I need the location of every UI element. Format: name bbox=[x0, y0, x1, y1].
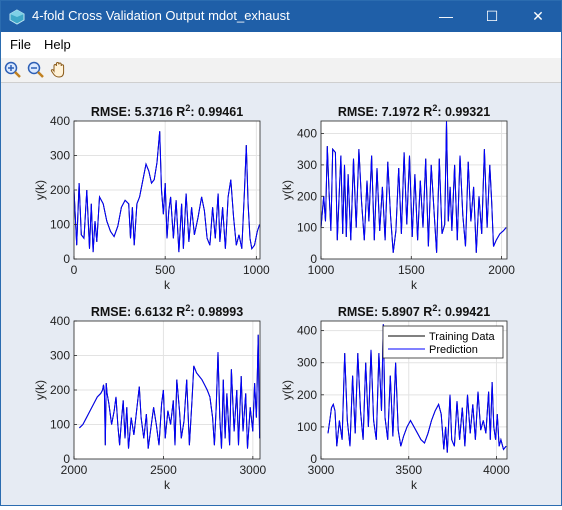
x-tick-label: 0 bbox=[71, 263, 78, 277]
x-tick-label: 3500 bbox=[395, 463, 422, 477]
y-axis-label: y(k) bbox=[280, 380, 294, 400]
x-tick-label: 2000 bbox=[488, 263, 515, 277]
y-tick-label: 100 bbox=[297, 221, 317, 235]
axes-box bbox=[320, 120, 508, 260]
x-tick-label: 1000 bbox=[243, 263, 270, 277]
y-axis-label: y(k) bbox=[33, 180, 47, 200]
x-tick-label: 1000 bbox=[308, 263, 335, 277]
legend-prediction-label: Prediction bbox=[429, 344, 478, 356]
y-tick-label: 0 bbox=[63, 252, 70, 266]
plot-title: RMSE: 7.1972 R2: 0.99321 bbox=[338, 103, 490, 119]
plot-title: RMSE: 5.8907 R2: 0.99421 bbox=[338, 303, 490, 319]
y-tick-label: 400 bbox=[50, 114, 70, 128]
figure-canvas: 0 500 1000 0 100 200 300 400 k y(k) RMSE: 5.3716 R… bbox=[1, 83, 561, 505]
menu-bar: File Help bbox=[1, 32, 561, 59]
plot-2: 1000 1500 2000 0 100 200 300 400 k y(k) RMSE: 7.19… bbox=[280, 103, 515, 292]
legend-box bbox=[382, 325, 504, 359]
y-tick-label: 400 bbox=[297, 324, 317, 338]
y-tick-label: 200 bbox=[297, 388, 317, 402]
zoom-in-icon[interactable] bbox=[3, 60, 23, 80]
x-axis-label: k bbox=[164, 478, 171, 492]
prediction-line bbox=[320, 120, 507, 253]
zoom-out-icon[interactable] bbox=[26, 60, 46, 80]
plot-1: 0 500 1000 0 100 200 300 400 k y(k) RMSE: 5.3716 R… bbox=[33, 103, 270, 292]
x-axis-label: k bbox=[411, 278, 418, 292]
y-tick-label: 400 bbox=[297, 127, 317, 141]
plot-3: 2000 2500 3000 0 100 200 300 400 k y(k) RMSE: 6.61… bbox=[33, 303, 267, 492]
plot-title: RMSE: 6.6132 R2: 0.98993 bbox=[91, 303, 243, 319]
x-tick-label: 3000 bbox=[239, 463, 266, 477]
prediction-line bbox=[327, 324, 507, 453]
y-tick-label: 200 bbox=[297, 189, 317, 203]
prediction-line bbox=[73, 131, 261, 253]
y-tick-label: 400 bbox=[50, 314, 70, 328]
y-tick-label: 100 bbox=[297, 420, 317, 434]
x-tick-label: 1500 bbox=[398, 263, 425, 277]
maximize-button[interactable]: ☐ bbox=[485, 8, 499, 24]
x-tick-label: 2500 bbox=[150, 463, 177, 477]
app-icon bbox=[9, 9, 25, 25]
menu-help[interactable]: Help bbox=[44, 37, 71, 52]
x-tick-label: 2000 bbox=[61, 463, 88, 477]
close-button[interactable]: ✕ bbox=[532, 8, 544, 24]
plot-title: RMSE: 5.3716 R2: 0.99461 bbox=[91, 103, 243, 119]
y-tick-label: 0 bbox=[310, 252, 317, 266]
minimize-button[interactable]: — bbox=[439, 8, 453, 24]
y-tick-label: 300 bbox=[50, 149, 70, 163]
y-tick-label: 200 bbox=[50, 183, 70, 197]
x-axis-label: k bbox=[164, 278, 171, 292]
plot-4: 3000 3500 4000 0 100 200 300 400 k y(k) RMSE: 5.89… bbox=[280, 303, 510, 492]
y-axis-label: y(k) bbox=[280, 180, 294, 200]
y-tick-label: 0 bbox=[310, 452, 317, 466]
y-axis-label: y(k) bbox=[33, 380, 47, 400]
y-tick-label: 300 bbox=[50, 349, 70, 363]
y-tick-label: 300 bbox=[297, 356, 317, 370]
window-title: 4-fold Cross Validation Output mdot_exha… bbox=[32, 8, 290, 23]
title-bar[interactable]: 4-fold Cross Validation Output mdot_exha… bbox=[1, 1, 561, 32]
legend-training-data-label: Training Data bbox=[429, 331, 496, 343]
axes-box bbox=[320, 320, 508, 460]
y-tick-label: 200 bbox=[50, 383, 70, 397]
toolbar bbox=[1, 58, 561, 83]
y-tick-label: 300 bbox=[297, 158, 317, 172]
menu-file[interactable]: File bbox=[10, 37, 31, 52]
pan-hand-icon[interactable] bbox=[49, 60, 69, 80]
x-axis-label: k bbox=[411, 478, 418, 492]
prediction-line bbox=[79, 334, 261, 449]
x-tick-label: 3000 bbox=[308, 463, 335, 477]
x-tick-label: 500 bbox=[155, 263, 175, 277]
y-tick-label: 0 bbox=[63, 452, 70, 466]
y-tick-label: 100 bbox=[50, 418, 70, 432]
y-tick-label: 100 bbox=[50, 218, 70, 232]
x-tick-label: 4000 bbox=[483, 463, 510, 477]
